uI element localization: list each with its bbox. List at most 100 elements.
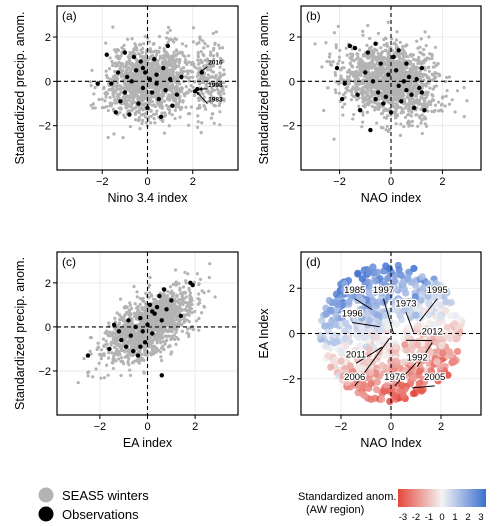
plot-area <box>76 262 217 385</box>
seas5-point <box>370 104 374 108</box>
seas5-point <box>364 98 368 102</box>
seas5-point <box>170 113 174 117</box>
seas5-point <box>114 89 118 93</box>
seas5-point <box>112 69 117 73</box>
observation-point <box>109 81 114 86</box>
seas5-point <box>192 93 197 98</box>
seas5-point <box>176 102 180 106</box>
seas5-point <box>111 358 115 363</box>
observation-point <box>122 90 128 95</box>
seas5-point <box>187 320 191 324</box>
seas5-point <box>129 352 134 356</box>
seas5-point <box>196 55 200 59</box>
seas5-point <box>198 277 203 281</box>
seas5-point <box>351 65 355 69</box>
seas5-point <box>218 65 222 69</box>
seas5-point <box>216 91 221 95</box>
seas5-point <box>211 112 215 116</box>
seas5-point <box>184 279 188 283</box>
seas5-point <box>115 87 119 91</box>
seas5-point <box>111 90 115 95</box>
seas5-point <box>340 66 344 70</box>
seas5-point <box>440 96 445 100</box>
seas5-point <box>355 74 359 79</box>
seas5-point <box>168 285 173 289</box>
seas5-point <box>404 54 409 59</box>
seas5-point <box>123 328 127 333</box>
seas5-point <box>333 71 337 75</box>
seas5-point <box>321 342 329 350</box>
y-tick-label: 2 <box>45 32 51 44</box>
seas5-point <box>218 123 222 127</box>
seas5-point <box>172 50 176 54</box>
observation-point <box>159 318 164 323</box>
seas5-point <box>157 309 162 313</box>
seas5-point <box>119 318 124 322</box>
seas5-point <box>140 103 144 107</box>
observation-point <box>404 88 409 93</box>
observation-point <box>414 76 419 82</box>
observation-point <box>161 65 166 71</box>
seas5-point <box>363 84 368 88</box>
seas5-point <box>166 60 171 64</box>
seas5-point <box>210 95 214 99</box>
observation-point <box>147 302 153 308</box>
seas5-point <box>416 124 420 128</box>
seas5-point <box>107 321 111 325</box>
seas5-point <box>381 82 385 87</box>
seas5-point <box>338 81 342 85</box>
seas5-point <box>144 291 148 295</box>
observation-point <box>143 70 148 75</box>
seas5-point <box>125 306 129 310</box>
seas5-point <box>93 106 97 110</box>
seas5-point <box>195 106 200 111</box>
observation-point <box>373 41 378 46</box>
observation-point <box>381 101 386 106</box>
seas5-point <box>100 348 104 352</box>
seas5-point <box>128 308 132 312</box>
seas5-point <box>144 51 149 55</box>
seas5-point <box>417 102 421 107</box>
seas5-point <box>187 288 191 292</box>
seas5-point <box>197 316 201 321</box>
seas5-point <box>108 95 112 100</box>
seas5-point <box>392 82 396 86</box>
seas5-point <box>367 101 371 106</box>
seas5-point <box>137 116 141 120</box>
seas5-point <box>370 48 374 53</box>
seas5-point <box>144 302 148 306</box>
seas5-point <box>104 93 108 97</box>
seas5-point <box>177 105 181 109</box>
seas5-point <box>155 341 159 345</box>
seas5-point <box>218 110 222 114</box>
seas5-point <box>337 91 342 95</box>
seas5-point <box>125 37 130 41</box>
seas5-point <box>341 93 346 97</box>
seas5-point <box>415 39 419 43</box>
seas5-point <box>114 350 118 354</box>
seas5-point <box>170 293 174 298</box>
seas5-point <box>106 356 111 360</box>
observation-point <box>396 83 401 88</box>
seas5-point <box>143 353 147 357</box>
seas5-point <box>410 110 414 114</box>
seas5-point <box>184 105 188 109</box>
observation-point <box>138 315 143 321</box>
seas5-point <box>136 95 140 99</box>
seas5-point <box>361 113 365 117</box>
seas5-point <box>400 62 404 66</box>
observation-point <box>138 59 143 64</box>
seas5-point <box>129 319 134 324</box>
seas5-point <box>165 53 169 57</box>
seas5-point <box>210 86 214 90</box>
seas5-point <box>150 99 155 104</box>
seas5-point <box>150 0 153 3</box>
seas5-point <box>354 69 358 73</box>
seas5-point <box>158 68 163 72</box>
seas5-point <box>166 289 170 294</box>
seas5-point <box>130 339 134 343</box>
seas5-point <box>138 348 142 352</box>
seas5-point <box>394 89 398 94</box>
seas5-point <box>188 297 192 301</box>
annotation-label: 1983 <box>208 96 223 103</box>
